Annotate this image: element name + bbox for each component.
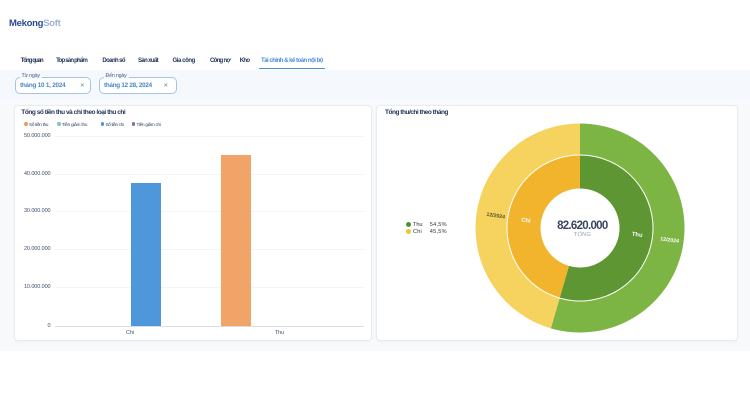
svg-text:12/2024: 12/2024 xyxy=(486,212,506,221)
svg-text:Thu: Thu xyxy=(632,232,644,239)
svg-text:Chi: Chi xyxy=(521,217,531,224)
svg-text:12/2024: 12/2024 xyxy=(660,236,679,244)
